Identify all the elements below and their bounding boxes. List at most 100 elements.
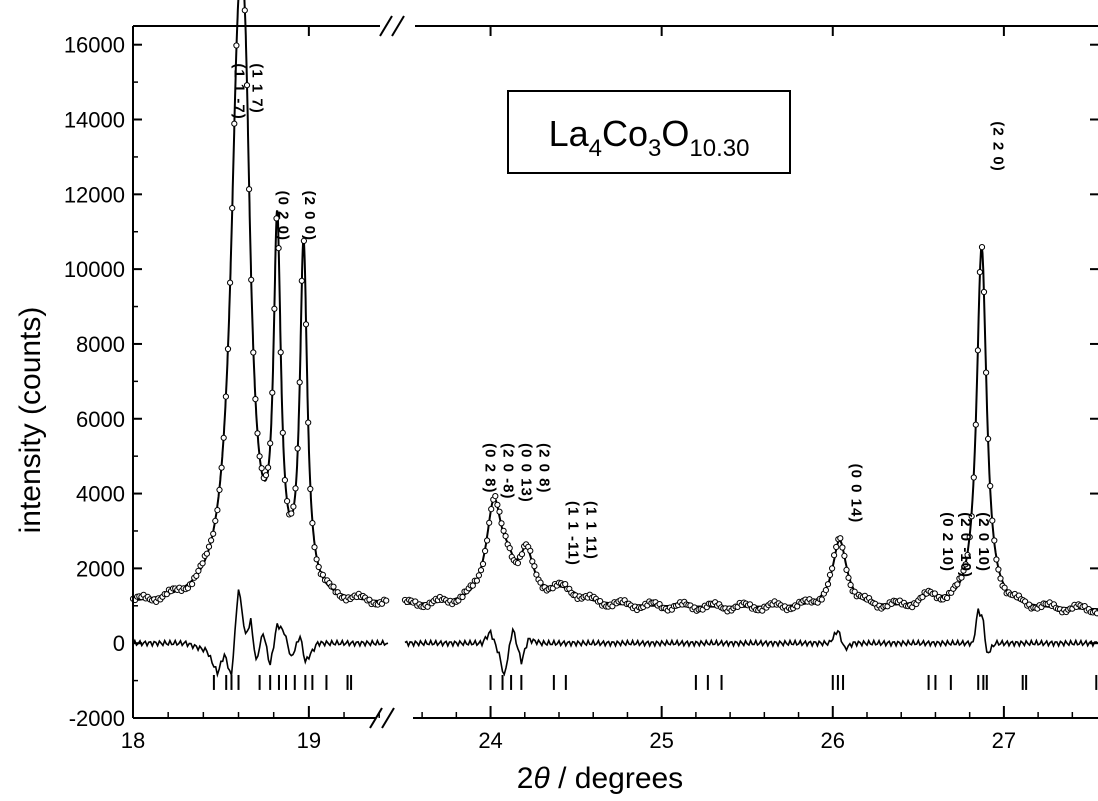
y-axis-title: intensity (counts)	[14, 307, 47, 534]
observed-point	[279, 429, 286, 436]
hkl-label: (1 1 -11)	[565, 501, 582, 566]
observed-point	[980, 288, 988, 296]
observed-point	[290, 503, 297, 510]
observed-point	[970, 474, 977, 481]
observed-point	[256, 453, 263, 460]
observed-point	[307, 485, 314, 493]
observed-point	[960, 567, 967, 574]
observed-point	[506, 545, 513, 552]
observed-point	[193, 572, 200, 580]
observed-point	[233, 42, 240, 49]
observed-point	[252, 396, 259, 403]
x-tick-label: 25	[649, 728, 673, 753]
observed-point	[269, 389, 276, 396]
y-tick-label: 12000	[64, 182, 125, 207]
observed-point	[1001, 584, 1008, 591]
compound-formula: La4Co3O10.30	[549, 113, 750, 162]
observed-point	[305, 419, 312, 426]
observed-points-2	[401, 244, 1098, 617]
observed-point	[300, 237, 307, 244]
observed-point	[258, 465, 265, 472]
x-tick-label: 27	[992, 728, 1016, 753]
observed-point	[227, 279, 234, 286]
difference-curve-2	[404, 608, 1098, 677]
plot-area	[129, 0, 1098, 690]
y-tick-label: 0	[113, 631, 125, 656]
observed-point	[294, 445, 301, 452]
observed-point	[488, 506, 495, 513]
observed-point	[968, 513, 975, 520]
observed-point	[482, 547, 489, 555]
observed-point	[826, 571, 834, 579]
observed-point	[972, 421, 979, 428]
observed-point	[229, 205, 236, 212]
observed-point	[537, 579, 544, 586]
observed-point	[199, 560, 206, 567]
observed-point	[265, 464, 272, 471]
observed-point	[518, 551, 526, 558]
axis-break-mark	[379, 15, 393, 37]
observed-point	[208, 537, 215, 544]
y-tick-label: 2000	[76, 556, 125, 581]
x-tick-label: 24	[478, 728, 502, 753]
annotations: (1 1 -7) (1 1 7)(0 2 0) (2 0 0)(0 2 8) (2 0…	[231, 63, 1007, 578]
observed-point	[254, 430, 261, 437]
observed-point	[214, 507, 221, 514]
x-axis-title: 2θ / degrees	[517, 762, 683, 795]
observed-point	[459, 593, 466, 601]
observed-point	[833, 543, 840, 551]
hkl-label: (2 2 0)	[990, 121, 1007, 171]
observed-point	[966, 534, 973, 541]
observed-point	[987, 482, 994, 490]
observed-point	[189, 581, 196, 588]
observed-point	[492, 493, 499, 500]
observed-point	[224, 345, 232, 353]
observed-point	[212, 517, 219, 525]
observed-point	[309, 520, 316, 527]
observed-point	[479, 560, 487, 568]
observed-point	[288, 510, 295, 517]
observed-point	[498, 520, 505, 527]
y-tick-label: 4000	[76, 482, 125, 507]
observed-point	[958, 574, 965, 581]
observed-point	[475, 572, 482, 579]
observed-point	[210, 530, 217, 537]
observed-point	[275, 245, 282, 252]
observed-point	[533, 571, 540, 578]
observed-point	[985, 435, 992, 442]
axis-break-mark	[381, 707, 395, 729]
observed-point	[271, 305, 278, 312]
observed-point	[531, 563, 538, 570]
observed-point	[993, 556, 1000, 563]
observed-point	[246, 186, 253, 193]
observed-point	[241, 7, 248, 14]
observed-point	[997, 575, 1004, 582]
observed-point	[277, 349, 284, 356]
observed-point	[296, 379, 303, 386]
hkl-label: (2 0 -8)	[500, 443, 517, 499]
hkl-label: (0 0 14)	[848, 464, 865, 524]
hkl-label: (0 2 0)	[275, 191, 292, 241]
y-tick-label: -2000	[69, 706, 125, 731]
observed-point	[486, 519, 493, 526]
observed-point	[824, 581, 832, 588]
observed-point	[995, 566, 1002, 573]
observed-point	[839, 544, 846, 551]
hkl-label: (0 2 10)	[939, 512, 956, 572]
axis-break-mark	[391, 15, 405, 37]
observed-point	[222, 393, 229, 400]
observed-point	[976, 269, 984, 276]
hkl-label: (1 1 -7)	[231, 63, 248, 119]
observed-point	[248, 276, 255, 283]
observed-point	[243, 82, 251, 89]
observed-point	[954, 581, 961, 588]
observed-point	[845, 574, 852, 581]
observed-point	[250, 349, 257, 356]
hkl-label: (1 1 7)	[249, 63, 266, 113]
observed-point	[841, 552, 848, 560]
hkl-label: (2 0 10)	[975, 512, 992, 572]
observed-point	[203, 550, 210, 557]
observed-point	[514, 560, 522, 567]
x-tick-label: 18	[121, 728, 145, 753]
observed-point	[315, 563, 322, 571]
